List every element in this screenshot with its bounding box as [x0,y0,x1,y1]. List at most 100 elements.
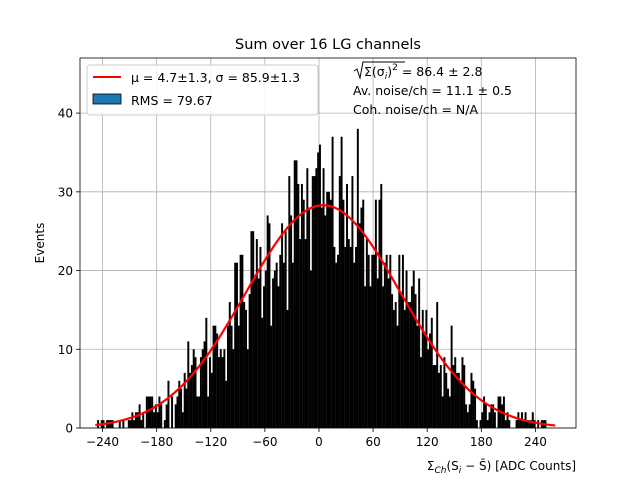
histogram-bar [261,317,264,428]
histogram-bar [320,207,323,428]
histogram-bar [225,380,228,428]
histogram-bar [528,420,531,428]
annotation-sqrt-label: Σ(σ [364,64,385,79]
histogram-bar [217,357,220,428]
histogram-bar [353,262,356,428]
x-axis-label-tail: ) [ADC Counts] [487,459,576,473]
histogram-bar [250,231,253,428]
histogram-bar [405,270,408,428]
histogram-bar [281,223,284,428]
histogram-bar [373,254,376,428]
histogram-bar [481,412,484,428]
histogram-bar [391,294,394,428]
histogram-bar [329,199,332,428]
histogram-bar [268,223,271,428]
histogram-bar [174,404,177,428]
histogram-bar [347,239,350,428]
histogram-bar [286,309,289,428]
histogram-bar [389,254,392,428]
histogram-bar [228,302,231,428]
histogram-bar [210,372,213,428]
histogram-bar [219,349,222,428]
annotation-sqrt-sum: Σ(σi)2 = 86.4 ± 2.8 [364,63,482,82]
histogram-bar [252,231,255,428]
annotation-sqrt-exp: 2 [392,63,398,73]
histogram-bar [275,262,278,428]
fit-layer [95,204,556,427]
histogram-bar [376,278,379,428]
histogram-bar [441,396,444,428]
histogram-bar [196,396,199,428]
histogram-bar [416,325,419,428]
histogram-bar [317,152,320,428]
histogram-bars [97,128,547,429]
histogram-bar [508,420,511,428]
histogram-bar [340,136,343,429]
histogram-bar [445,372,448,428]
histogram-bar [291,262,294,428]
histogram-bar [136,412,139,428]
histogram-bar [328,191,330,428]
histogram-bar [131,412,134,428]
histogram-bar [338,176,341,428]
gaussian-fit-curve [95,204,556,427]
histogram-bar [344,246,347,428]
histogram-bar [432,365,435,428]
histogram-bar [475,420,478,428]
histogram-bar [167,380,170,428]
histogram-bar [438,372,440,428]
annotation-sqrt-close: ) [387,64,392,79]
histogram-bar [425,309,428,428]
histogram-bar [369,286,372,428]
histogram-bar [241,254,244,428]
histogram-bar [299,239,302,428]
histogram-bar [309,270,312,428]
histogram-bar [371,254,374,428]
histogram-bar [263,286,266,428]
histogram-bar [360,207,363,428]
chart-title: Sum over 16 LG channels [235,37,421,53]
histogram-bar [127,420,130,428]
x-tick-label: −180 [140,435,173,449]
x-axis-label: ΣCh(Si − S̄) [ADC Counts] [427,459,576,476]
histogram-bar [207,396,210,428]
histogram-bar [266,215,269,428]
histogram-bar [443,357,446,428]
histogram-bar [484,404,487,428]
histogram-bar [122,420,125,428]
histogram-bar [156,412,159,428]
histogram-bar [254,278,257,428]
histogram-bar [214,325,217,428]
histogram-bar [153,412,156,428]
x-axis-label-sbar: S̄ [479,459,487,473]
histogram-bar [457,372,460,428]
histogram-bar [335,262,338,428]
histogram-bar [165,404,168,428]
histogram-bar [407,302,410,428]
histogram-bar [410,286,413,428]
histogram-bar [421,309,424,428]
histogram-bar [158,396,161,428]
histogram-bar [409,302,412,428]
histogram-bar [401,254,404,428]
histogram-bar [533,420,536,428]
y-tick-label: 30 [58,185,73,199]
histogram-bar [297,183,300,428]
histogram-bar [245,309,247,428]
histogram-bar [282,262,285,428]
histogram-bar [346,183,348,428]
x-axis-ticks: −240 −180 −120 −60 0 60 120 180 240 [86,428,547,449]
histogram-bar [293,160,296,428]
histogram-bar [284,231,287,428]
plot-frame [79,57,577,429]
histogram-bar [138,404,141,428]
histogram-bar [501,404,504,428]
y-axis-label: Events [33,223,47,264]
histogram-bar [465,404,468,428]
histogram-bar [189,372,192,428]
histogram-bar [290,215,293,428]
histogram-bar [367,254,370,428]
histogram-bar [342,199,345,428]
x-tick-label: 60 [365,435,380,449]
histogram-bar [504,420,507,428]
